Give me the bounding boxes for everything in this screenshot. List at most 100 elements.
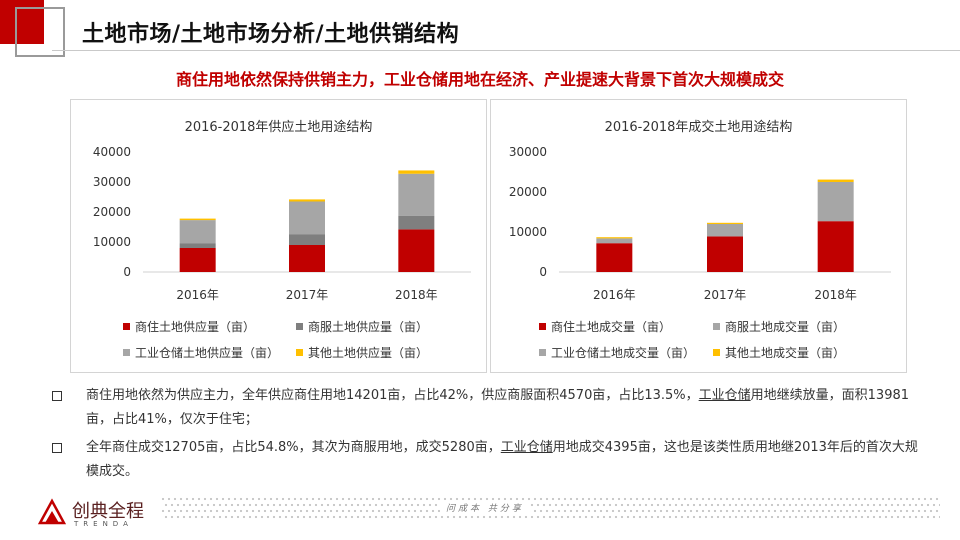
decor-dot bbox=[881, 497, 885, 501]
decor-dot bbox=[269, 497, 273, 501]
bar-segment bbox=[179, 248, 216, 272]
decor-dot bbox=[311, 509, 315, 513]
decor-dot bbox=[707, 497, 711, 501]
decor-dot bbox=[479, 497, 483, 501]
decor-dot bbox=[581, 497, 585, 501]
decor-dot bbox=[605, 497, 609, 501]
decor-dot bbox=[833, 497, 837, 501]
decor-dot bbox=[278, 515, 282, 519]
decor-dot bbox=[683, 509, 687, 513]
decor-dot bbox=[743, 497, 747, 501]
decor-dot bbox=[701, 509, 705, 513]
decor-dot bbox=[608, 515, 612, 519]
decor-dot bbox=[863, 509, 867, 513]
decor-dot bbox=[176, 503, 180, 507]
decor-dot bbox=[320, 503, 324, 507]
bar-segment bbox=[398, 170, 435, 174]
decor-dot bbox=[494, 515, 498, 519]
decor-dot bbox=[794, 515, 798, 519]
decor-dot bbox=[365, 509, 369, 513]
decor-dot bbox=[287, 497, 291, 501]
y-tick-label: 0 bbox=[539, 265, 547, 279]
decor-dot bbox=[605, 509, 609, 513]
decor-dot bbox=[488, 515, 492, 519]
decor-dot bbox=[851, 497, 855, 501]
y-tick-label: 30000 bbox=[509, 145, 547, 159]
decor-dot bbox=[200, 515, 204, 519]
decor-dot bbox=[620, 503, 624, 507]
decor-dot bbox=[503, 497, 507, 501]
bar-segment bbox=[707, 224, 743, 237]
decor-dot bbox=[704, 515, 708, 519]
decor-dot bbox=[701, 497, 705, 501]
decor-dot bbox=[392, 503, 396, 507]
decor-dot bbox=[335, 509, 339, 513]
decor-dot bbox=[875, 497, 879, 501]
decor-dot bbox=[203, 497, 207, 501]
decor-dot bbox=[677, 497, 681, 501]
supply-chart: 0 10000 20000 30000 40000 2016年 2017年 2018年 bbox=[93, 145, 471, 302]
decor-dot bbox=[410, 515, 414, 519]
legend-label: 工业仓储土地供应量（亩） bbox=[135, 346, 280, 360]
decor-dot bbox=[920, 503, 924, 507]
y-tick-label: 20000 bbox=[509, 185, 547, 199]
decor-dot bbox=[656, 515, 660, 519]
decor-dot bbox=[164, 515, 168, 519]
decor-dot bbox=[812, 503, 816, 507]
decor-dot bbox=[860, 503, 864, 507]
bar-segment bbox=[596, 238, 633, 244]
decor-dot bbox=[707, 509, 711, 513]
bar-segment bbox=[289, 201, 325, 235]
decor-dot bbox=[584, 515, 588, 519]
decor-dot bbox=[743, 509, 747, 513]
decor-dot bbox=[614, 503, 618, 507]
decor-dot bbox=[929, 509, 933, 513]
decor-dot bbox=[638, 503, 642, 507]
decor-dot bbox=[833, 509, 837, 513]
decor-dot bbox=[827, 497, 831, 501]
decor-dot bbox=[845, 497, 849, 501]
decor-dot bbox=[539, 509, 543, 513]
decor-dot bbox=[545, 497, 549, 501]
decor-dot bbox=[728, 503, 732, 507]
decor-dot bbox=[302, 503, 306, 507]
decor-dot bbox=[680, 503, 684, 507]
decor-dot bbox=[809, 509, 813, 513]
decor-dot bbox=[848, 515, 852, 519]
decor-dot bbox=[839, 509, 843, 513]
decor-dot bbox=[641, 497, 645, 501]
decor-dot bbox=[749, 497, 753, 501]
decor-dot bbox=[788, 515, 792, 519]
decor-dot bbox=[308, 503, 312, 507]
decor-dot bbox=[575, 509, 579, 513]
decor-dot bbox=[272, 515, 276, 519]
decor-dot bbox=[917, 509, 921, 513]
decor-dot bbox=[353, 509, 357, 513]
legend-item: 商服土地成交量（亩） bbox=[713, 318, 845, 335]
decor-dot bbox=[254, 515, 258, 519]
decor-dot bbox=[635, 509, 639, 513]
decor-dot bbox=[926, 503, 930, 507]
decor-dot bbox=[515, 497, 519, 501]
decor-dot bbox=[404, 515, 408, 519]
decor-dot bbox=[869, 509, 873, 513]
decor-dot bbox=[797, 497, 801, 501]
decor-dot bbox=[224, 515, 228, 519]
decor-dot bbox=[182, 515, 186, 519]
legend-label: 工业仓储土地成交量（亩） bbox=[551, 346, 696, 360]
decor-dot bbox=[554, 515, 558, 519]
decor-dot bbox=[725, 509, 729, 513]
decor-dot bbox=[740, 503, 744, 507]
decor-dot bbox=[749, 509, 753, 513]
decor-dot bbox=[665, 497, 669, 501]
decor-dot bbox=[521, 497, 525, 501]
decor-dot bbox=[188, 515, 192, 519]
footer-slogan: 问成本 共分享 bbox=[440, 501, 530, 514]
y-tick-label: 10000 bbox=[509, 225, 547, 239]
decor-dot bbox=[566, 515, 570, 519]
decor-dot bbox=[803, 497, 807, 501]
decor-dot bbox=[272, 503, 276, 507]
decor-dot bbox=[683, 497, 687, 501]
legend-label: 商服土地供应量（亩） bbox=[308, 320, 429, 334]
decor-dot bbox=[551, 497, 555, 501]
